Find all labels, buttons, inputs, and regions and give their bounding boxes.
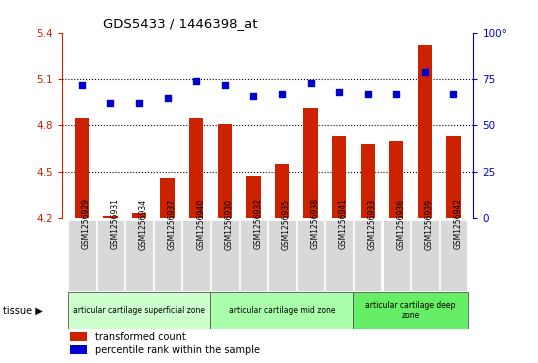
Text: GSM1256931: GSM1256931 [110,199,119,249]
Bar [160,178,175,218]
Text: GSM1256936: GSM1256936 [397,199,405,249]
Bar [360,144,375,218]
Text: GSM1256934: GSM1256934 [139,199,148,249]
FancyBboxPatch shape [440,220,467,291]
Text: GSM1256941: GSM1256941 [339,199,348,249]
FancyBboxPatch shape [411,220,438,291]
Text: articular cartilage mid zone: articular cartilage mid zone [229,306,335,315]
Bar [103,216,118,218]
Point [249,93,258,99]
Point [335,89,343,95]
Text: GSM1256933: GSM1256933 [367,199,377,249]
FancyBboxPatch shape [297,220,324,291]
Point [392,91,401,97]
Point [164,95,172,101]
Text: GSM1256935: GSM1256935 [282,199,291,249]
Point [449,91,458,97]
Text: GSM1256942: GSM1256942 [454,199,463,249]
FancyBboxPatch shape [125,220,153,291]
Bar [275,164,289,218]
FancyBboxPatch shape [154,220,181,291]
FancyBboxPatch shape [97,220,124,291]
Point [306,80,315,86]
Text: GSM1256930: GSM1256930 [225,199,234,249]
FancyBboxPatch shape [68,220,96,291]
FancyBboxPatch shape [211,220,238,291]
Text: GSM1256938: GSM1256938 [310,199,320,249]
Bar [75,118,89,218]
Point [363,91,372,97]
FancyBboxPatch shape [239,220,267,291]
Bar [246,176,260,218]
Text: GSM1256939: GSM1256939 [425,199,434,249]
FancyBboxPatch shape [68,292,210,329]
Text: GSM1256929: GSM1256929 [82,199,91,249]
Bar [303,109,317,218]
Text: percentile rank within the sample: percentile rank within the sample [95,345,260,355]
Bar [447,136,461,218]
Text: articular cartilage deep
zone: articular cartilage deep zone [365,301,456,321]
FancyBboxPatch shape [268,220,296,291]
Text: GDS5433 / 1446398_at: GDS5433 / 1446398_at [103,17,258,30]
Text: transformed count: transformed count [95,332,186,342]
Bar [132,213,146,218]
Point [134,100,143,106]
Point [77,82,86,87]
Bar [70,332,87,341]
Bar [189,118,203,218]
FancyBboxPatch shape [383,220,410,291]
FancyBboxPatch shape [182,220,210,291]
FancyBboxPatch shape [354,220,381,291]
Text: GSM1256937: GSM1256937 [168,199,176,249]
Point [421,69,429,74]
Bar [417,45,432,218]
Text: GSM1256932: GSM1256932 [253,199,263,249]
Point [192,78,201,84]
FancyBboxPatch shape [210,292,353,329]
FancyBboxPatch shape [325,220,353,291]
Bar [70,345,87,354]
Text: GSM1256940: GSM1256940 [196,199,205,249]
Text: tissue ▶: tissue ▶ [3,306,43,316]
Point [278,91,286,97]
Bar [389,141,404,218]
Bar [218,124,232,218]
Text: articular cartilage superficial zone: articular cartilage superficial zone [73,306,205,315]
Point [221,82,229,87]
Point [106,100,115,106]
FancyBboxPatch shape [353,292,468,329]
Bar [332,136,346,218]
